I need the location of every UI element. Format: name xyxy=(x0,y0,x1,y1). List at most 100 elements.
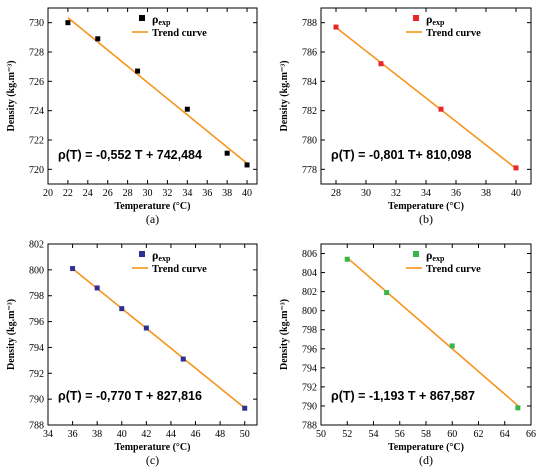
legend-label-trend: Trend curve xyxy=(426,28,481,39)
data-point xyxy=(384,290,390,296)
x-tick-label: 52 xyxy=(342,429,352,440)
data-point xyxy=(143,325,149,331)
data-point xyxy=(95,36,101,42)
panel-label: (b) xyxy=(419,212,433,226)
x-axis-label: Temperature (°C) xyxy=(115,442,191,453)
x-axis-label: Temperature (°C) xyxy=(388,201,464,212)
data-point xyxy=(244,162,250,168)
y-tick-label: 788 xyxy=(29,421,44,432)
plot-frame xyxy=(47,243,258,426)
data-point xyxy=(70,266,76,272)
data-point xyxy=(449,343,455,349)
data-point xyxy=(65,20,71,26)
panel-label: (c) xyxy=(146,453,159,467)
data-point xyxy=(94,285,100,291)
y-tick-label: 778 xyxy=(302,165,317,176)
y-tick-label: 724 xyxy=(29,106,44,117)
x-tick-label: 48 xyxy=(215,429,225,440)
y-axis-label: Density (kg.m⁻³) xyxy=(6,299,17,370)
y-tick-label: 790 xyxy=(302,401,317,412)
x-tick-label: 34 xyxy=(43,429,53,440)
x-tick-label: 36 xyxy=(451,188,461,199)
trend-line xyxy=(335,26,517,170)
legend-label-series: ρexp xyxy=(152,248,171,263)
y-tick-label: 800 xyxy=(29,265,44,276)
data-point xyxy=(135,68,141,74)
legend-marker xyxy=(139,251,145,257)
trend-line xyxy=(346,257,519,407)
legend-marker xyxy=(413,251,419,257)
legend-label-trend: Trend curve xyxy=(152,28,207,39)
x-tick-label: 44 xyxy=(166,429,176,440)
y-tick-label: 794 xyxy=(302,363,317,374)
equation-annotation: ρ(T) = -0,801 T+ 810,098 xyxy=(331,148,471,162)
x-tick-label: 66 xyxy=(526,429,536,440)
y-tick-label: 802 xyxy=(302,287,317,298)
x-tick-label: 30 xyxy=(361,188,371,199)
y-tick-label: 728 xyxy=(29,48,44,59)
equation-annotation: ρ(T) = -1,193 T + 867,587 xyxy=(331,389,475,403)
x-tick-label: 38 xyxy=(92,429,102,440)
y-tick-label: 798 xyxy=(29,291,44,302)
y-tick-label: 722 xyxy=(29,136,44,147)
x-tick-label: 28 xyxy=(123,188,133,199)
panel-label: (a) xyxy=(146,212,159,226)
y-tick-label: 802 xyxy=(29,240,44,251)
chart-panel-2: 28 30 32 34 36 38 40 778 780 782 784 786 788 Temperat… xyxy=(279,7,532,226)
data-point xyxy=(438,106,444,112)
y-tick-label: 790 xyxy=(29,395,44,406)
y-tick-label: 788 xyxy=(302,421,317,432)
x-tick-label: 40 xyxy=(117,429,127,440)
legend-marker xyxy=(139,15,145,21)
x-axis-label: Temperature (°C) xyxy=(388,442,464,453)
x-tick-label: 40 xyxy=(242,188,252,199)
chart-panel-3: 34 36 38 40 42 44 46 48 50 788 790 792 794 796 798 800 8… xyxy=(6,240,258,467)
x-tick-label: 58 xyxy=(421,429,431,440)
x-tick-label: 40 xyxy=(511,188,521,199)
data-point xyxy=(184,106,190,112)
y-tick-label: 796 xyxy=(302,344,317,355)
x-tick-label: 60 xyxy=(447,429,457,440)
y-tick-label: 720 xyxy=(29,165,44,176)
x-tick-label: 20 xyxy=(43,188,53,199)
legend-label-trend: Trend curve xyxy=(152,264,207,275)
data-point xyxy=(378,61,384,67)
y-tick-label: 794 xyxy=(29,343,44,354)
plot-frame xyxy=(47,7,258,185)
x-tick-label: 62 xyxy=(474,429,484,440)
data-point xyxy=(242,405,248,411)
x-tick-label: 24 xyxy=(83,188,93,199)
x-tick-label: 38 xyxy=(222,188,232,199)
x-tick-label: 42 xyxy=(141,429,151,440)
x-tick-label: 50 xyxy=(316,429,326,440)
y-axis-label: Density (kg.m⁻³) xyxy=(279,299,290,370)
y-tick-label: 804 xyxy=(302,268,317,279)
x-tick-label: 32 xyxy=(391,188,401,199)
data-point xyxy=(224,150,230,156)
data-point xyxy=(333,24,339,30)
x-tick-label: 32 xyxy=(162,188,172,199)
trend-line xyxy=(67,17,248,165)
y-tick-label: 784 xyxy=(302,77,317,88)
data-point xyxy=(119,306,125,312)
x-tick-label: 50 xyxy=(240,429,250,440)
y-axis-label: Density (kg.m⁻³) xyxy=(6,60,17,131)
x-tick-label: 54 xyxy=(369,429,379,440)
x-axis-label: Temperature (°C) xyxy=(115,201,191,212)
legend-label-series: ρexp xyxy=(152,12,171,27)
x-tick-label: 46 xyxy=(191,429,201,440)
y-tick-label: 788 xyxy=(302,18,317,29)
x-tick-label: 28 xyxy=(331,188,341,199)
x-tick-label: 56 xyxy=(395,429,405,440)
y-tick-label: 796 xyxy=(29,317,44,328)
legend-label-trend: Trend curve xyxy=(426,264,481,275)
x-tick-label: 30 xyxy=(143,188,153,199)
x-tick-label: 34 xyxy=(421,188,431,199)
y-axis-label: Density (kg.m⁻³) xyxy=(279,60,290,131)
trend-line xyxy=(72,267,246,409)
y-tick-label: 780 xyxy=(302,136,317,147)
x-tick-label: 26 xyxy=(103,188,113,199)
equation-annotation: ρ(T) = -0,552 T + 742,484 xyxy=(58,148,202,162)
x-tick-label: 36 xyxy=(68,429,78,440)
